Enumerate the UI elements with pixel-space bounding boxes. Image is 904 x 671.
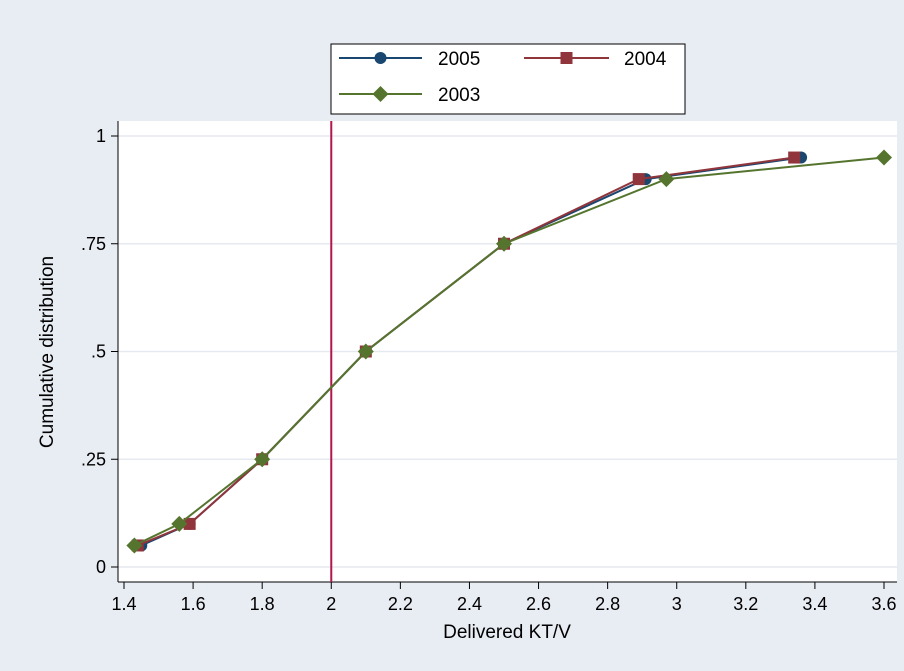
y-tick-label: .75 [81, 234, 106, 254]
x-tick-label: 3.4 [802, 594, 827, 614]
y-tick-label: 1 [96, 126, 106, 146]
x-tick-label: 2.4 [457, 594, 482, 614]
series-2003 [126, 149, 892, 554]
grid-lines [118, 135, 897, 568]
legend-label: 2003 [438, 85, 480, 106]
x-tick-label: 2 [326, 594, 336, 614]
x-tick-label: 3 [672, 594, 682, 614]
data-point-2003 [876, 149, 892, 166]
legend-label: 2004 [624, 49, 667, 70]
y-tick-label: 0 [96, 557, 106, 577]
data-point-2004 [183, 517, 196, 530]
data-point-2004 [632, 173, 645, 186]
x-tick-label: 2.6 [526, 594, 551, 614]
legend-marker [560, 52, 573, 64]
data-point-2003 [126, 537, 143, 554]
data-point-2003 [658, 171, 675, 188]
legend-marker [374, 52, 387, 64]
data-point-2003 [357, 343, 374, 360]
legend-item-2005: 2005 [339, 49, 480, 70]
data-point-2003 [496, 235, 512, 252]
x-tick-label: 2.2 [388, 594, 413, 614]
x-tick-label: 1.8 [250, 594, 275, 614]
x-tick-label: 1.6 [181, 594, 206, 614]
y-tick-label: .25 [81, 449, 106, 469]
x-tick-label: 3.2 [733, 594, 758, 614]
legend-item-2004: 2004 [524, 49, 667, 70]
data-point-2003 [254, 451, 271, 468]
legend-marker [372, 86, 389, 102]
x-tick-label: 3.6 [871, 594, 896, 614]
data-point-2004 [788, 151, 801, 164]
data-point-2003 [171, 515, 188, 532]
axes: 0 .25 .5 .75 1 1.4 1.6 1.8 2 2.2 2.4 2.6 2.8 3 3.2 3.4 3… [81, 121, 897, 614]
x-tick-label: 1.4 [111, 594, 136, 614]
x-tick-label: 2.8 [595, 594, 620, 614]
legend-box [330, 43, 686, 115]
legend-label: 2005 [438, 49, 480, 70]
legend-item-2003: 2003 [339, 85, 480, 106]
y-tick-label: .5 [91, 342, 106, 362]
legend: 2005 2004 2003 [330, 43, 686, 115]
y-axis-label: Cumulative distribution [37, 256, 58, 448]
series-layer [126, 149, 892, 554]
x-axis-label: Delivered KT/V [443, 622, 571, 643]
